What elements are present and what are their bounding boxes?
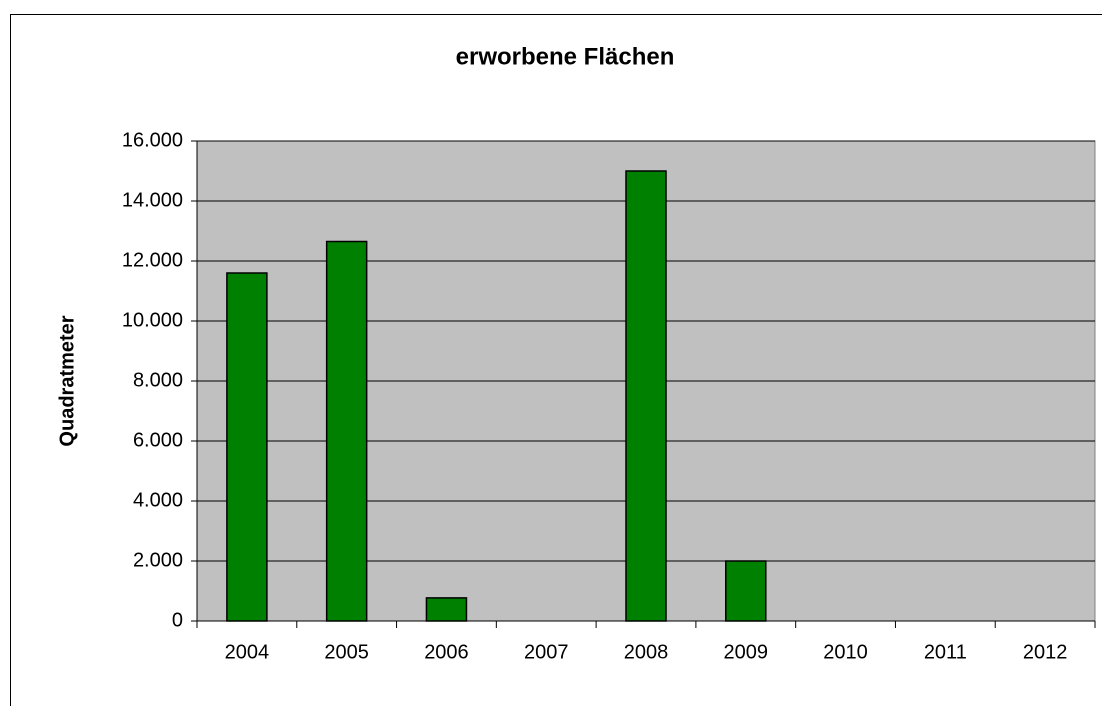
x-tick-label: 2008 bbox=[624, 641, 669, 663]
bar bbox=[226, 272, 268, 622]
y-tick-label: 16.000 bbox=[122, 129, 183, 151]
y-tick-label: 4.000 bbox=[133, 489, 183, 511]
bar bbox=[425, 597, 468, 622]
x-tick-label: 2005 bbox=[324, 641, 369, 663]
y-tick-label: 10.000 bbox=[122, 309, 183, 331]
chart-title: erworbene Flächen bbox=[456, 43, 675, 70]
y-tick-label: 12.000 bbox=[122, 249, 183, 271]
x-tick-label: 2006 bbox=[424, 641, 469, 663]
y-tick-label: 14.000 bbox=[122, 189, 183, 211]
y-tick-label: 0 bbox=[172, 609, 183, 631]
bar bbox=[625, 170, 667, 622]
bar bbox=[325, 240, 368, 622]
x-tick-label: 2007 bbox=[524, 641, 569, 663]
bar bbox=[725, 560, 767, 622]
y-tick-label: 8.000 bbox=[133, 369, 183, 391]
y-tick-label: 6.000 bbox=[133, 429, 183, 451]
x-tick-label: 2009 bbox=[724, 641, 769, 663]
x-tick-label: 2004 bbox=[225, 641, 270, 663]
x-tick-label: 2010 bbox=[823, 641, 868, 663]
y-tick-label: 2.000 bbox=[133, 549, 183, 571]
x-tick-label: 2011 bbox=[924, 641, 967, 663]
x-tick-label: 2012 bbox=[1023, 641, 1068, 663]
y-axis-label: Quadratmeter bbox=[56, 315, 78, 446]
